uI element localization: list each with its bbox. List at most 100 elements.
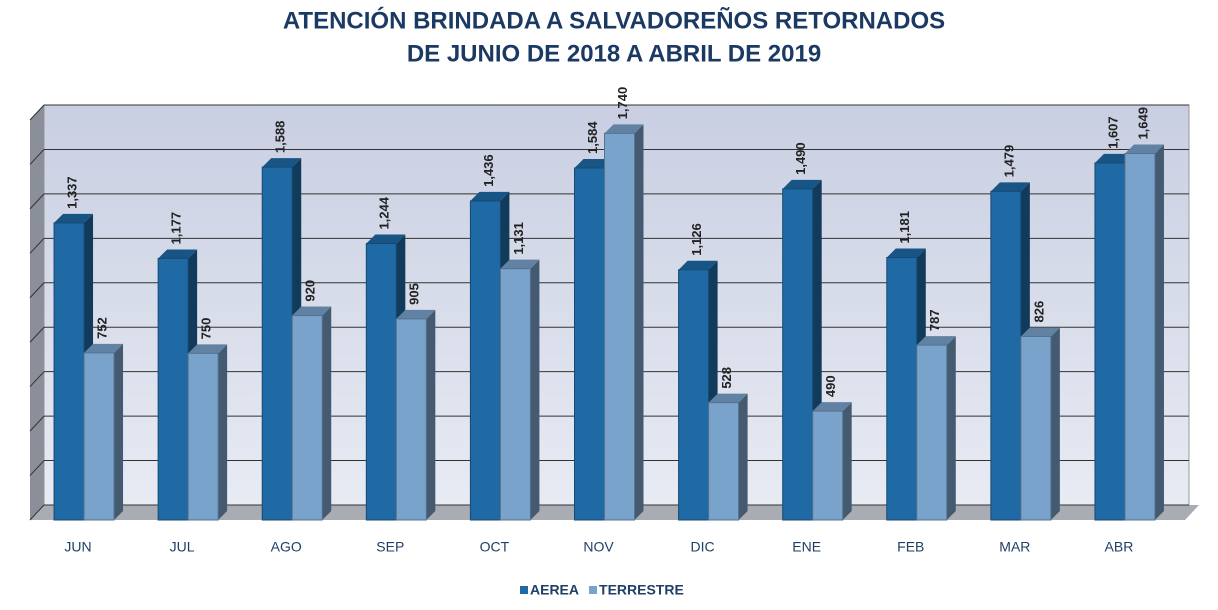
data-label: 490 [823,375,838,397]
bar-top [812,402,852,412]
data-label: 905 [407,283,422,305]
bar [83,343,124,521]
bar-top [366,234,406,244]
bar-side [218,344,228,520]
bar-front [886,257,918,521]
x-tick-label: OCT [480,539,510,555]
data-label: 752 [94,317,109,339]
bar-front [291,315,323,521]
grid-line-side [29,282,45,299]
data-label: 1,740 [615,87,630,120]
bar-front [395,318,427,521]
bar-side [946,336,956,520]
bar-side [842,402,852,520]
bar-front [574,167,605,521]
x-tick-label: ABR [1105,539,1134,555]
bar-front [678,269,710,521]
x-tick-label: NOV [583,539,614,555]
data-label: 1,181 [897,211,912,244]
grid-line-side [29,149,45,165]
bar-front [53,222,85,521]
bar-top [262,158,302,168]
bar-front [708,402,740,521]
bar-front [1124,153,1156,521]
bar-front [499,268,531,521]
bar-front [157,257,189,521]
bar-top [292,306,332,316]
bar-top [886,248,926,258]
bar-top [782,179,822,189]
x-tick-label: JUN [64,539,91,555]
grid-line-side [29,460,45,476]
x-tick-label: SEP [376,539,404,555]
data-label: 1,131 [511,222,526,255]
legend-label: AEREA [530,582,579,598]
grid-line-side [29,326,45,343]
data-label: 1,607 [1105,116,1120,149]
bar-top [84,343,124,353]
chart-subtitle: DE JUNIO DE 2018 A ABRIL DE 2019 [407,40,821,67]
bar-side [1154,144,1164,521]
bar-front [812,410,844,521]
x-tick-label: ENE [792,539,821,555]
data-label: 750 [199,318,214,340]
bar [1124,144,1164,521]
x-tick-label: FEB [897,539,924,555]
data-label: 1,177 [169,212,184,245]
data-label: 787 [927,309,942,331]
data-label: 1,337 [64,176,79,209]
bar [187,344,228,521]
data-label: 1,649 [1135,107,1150,140]
bar-front [604,132,635,521]
x-tick-label: JUL [170,539,195,555]
bar-top [470,191,510,201]
bar-front [782,188,814,521]
bar [708,393,748,521]
x-tick-label: MAR [999,539,1030,555]
data-label: 1,436 [481,154,496,187]
bar-side [114,343,124,520]
bar-front [1020,335,1052,521]
data-label: 1,244 [377,196,392,229]
legend-label: TERRESTRE [599,582,684,598]
bar-top [990,182,1030,192]
grid-line-side [29,415,45,432]
bar-top [158,249,198,259]
bar-top [188,344,228,354]
bar-side [322,306,332,520]
bar-top [604,124,644,134]
data-label: 528 [719,367,734,389]
grid-line-side [29,371,45,388]
bar-front [469,200,501,521]
side-wall [30,105,44,520]
bar [499,259,540,521]
bar [1020,327,1060,521]
bar [812,402,852,521]
grid-line-side [29,504,45,521]
grid-line-side [29,193,45,210]
bar-top [1094,153,1134,163]
bar [291,306,332,521]
legend-swatch [589,586,598,594]
bar-front [83,352,115,521]
bar-side [634,124,644,520]
bar-top [574,159,614,168]
bar-front [187,352,219,521]
bar [395,309,436,521]
bar-front [365,243,397,521]
x-tick-label: DIC [691,539,715,555]
bar [916,336,956,521]
data-label: 1,479 [1001,145,1016,178]
bar-top [396,309,436,319]
bar-side [738,393,748,520]
bar-top [1020,327,1060,337]
x-tick-label: AGO [271,539,302,555]
data-label: 920 [303,280,318,302]
data-label: 1,584 [585,121,600,154]
bar-side [1050,327,1060,520]
data-label: 826 [1031,301,1046,323]
chart-title: ATENCIÓN BRINDADA A SALVADOREÑOS RETORNA… [283,6,945,34]
bar-front [1094,162,1126,521]
bar-side [530,259,540,520]
